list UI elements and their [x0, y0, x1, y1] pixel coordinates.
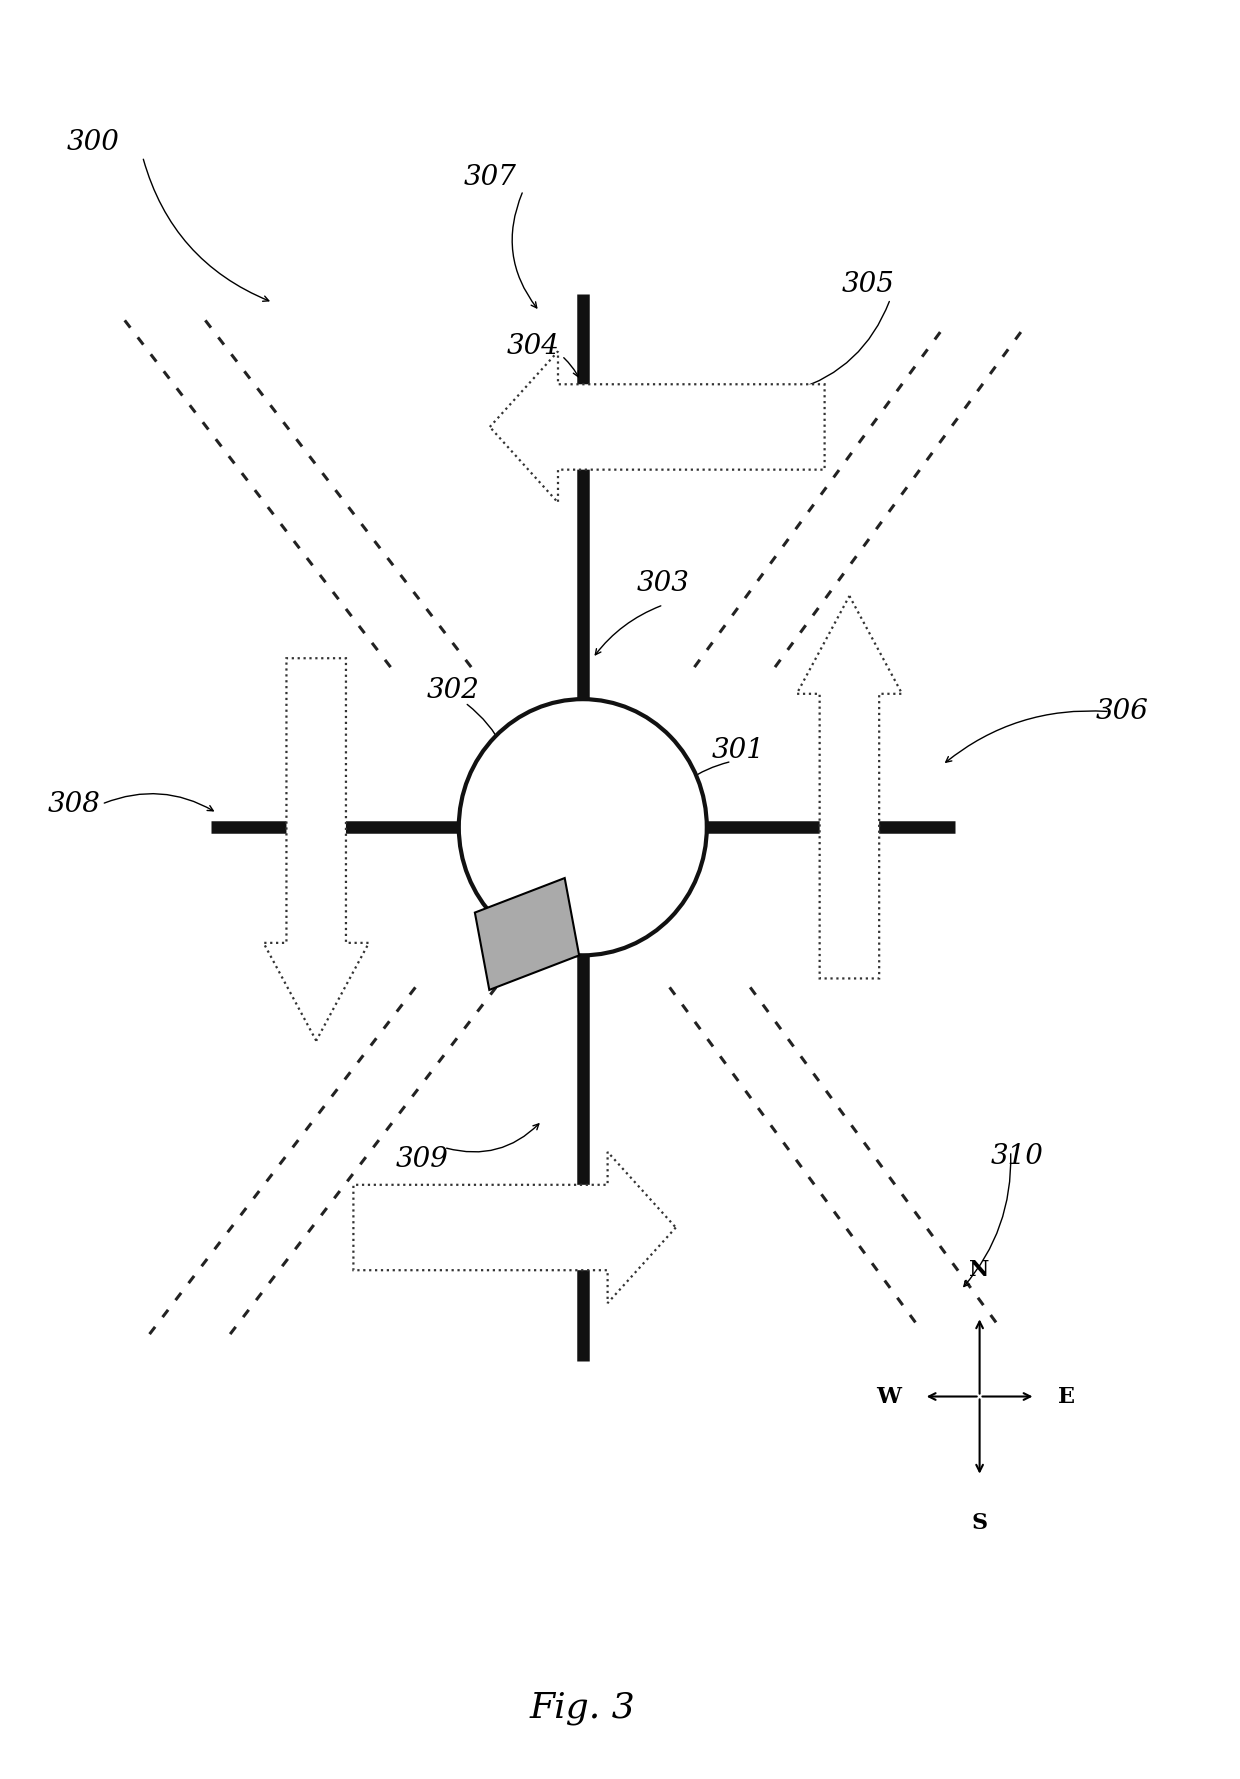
Text: W: W	[877, 1386, 901, 1407]
Text: S: S	[971, 1512, 988, 1533]
Text: N: N	[970, 1260, 990, 1281]
Polygon shape	[475, 879, 579, 989]
FancyArrow shape	[796, 596, 901, 978]
FancyArrow shape	[263, 658, 370, 1041]
Text: 308: 308	[48, 790, 100, 818]
Text: 301: 301	[712, 737, 764, 765]
Text: Fig. 3: Fig. 3	[529, 1690, 636, 1726]
FancyArrow shape	[490, 352, 825, 502]
Ellipse shape	[459, 699, 707, 955]
Text: 300: 300	[67, 128, 119, 157]
Text: 309: 309	[396, 1146, 448, 1174]
Text: 310: 310	[991, 1142, 1043, 1171]
Text: 304: 304	[507, 333, 559, 361]
Text: 307: 307	[464, 164, 516, 192]
Text: 305: 305	[842, 270, 894, 299]
Text: 303: 303	[637, 569, 689, 598]
FancyArrow shape	[353, 1153, 676, 1302]
Text: E: E	[1058, 1386, 1075, 1407]
Text: 306: 306	[1096, 697, 1148, 726]
Text: 302: 302	[427, 676, 479, 704]
